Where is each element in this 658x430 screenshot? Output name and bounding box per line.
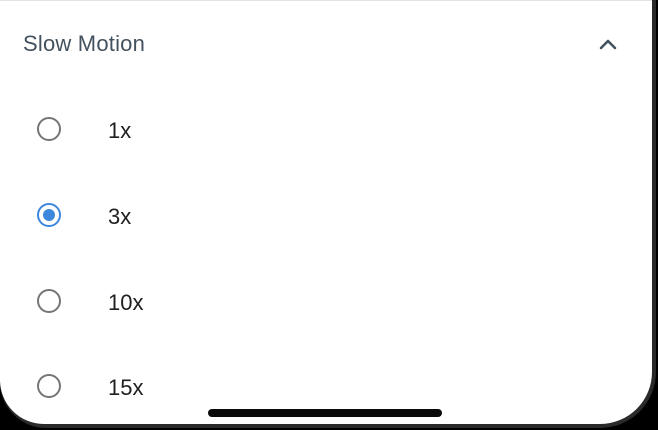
screen: Slow Motion 1x 3x 10x 15x xyxy=(0,0,652,424)
top-divider xyxy=(0,0,652,1)
option-label: 3x xyxy=(108,204,132,229)
radio-button[interactable] xyxy=(37,289,61,313)
radio-button[interactable] xyxy=(37,374,61,398)
option-1x[interactable]: 1x xyxy=(0,101,652,161)
radio-button[interactable] xyxy=(37,117,61,141)
option-15x[interactable]: 15x xyxy=(0,358,652,418)
option-3x[interactable]: 3x xyxy=(0,187,652,247)
home-indicator[interactable] xyxy=(208,409,442,417)
collapse-toggle-button[interactable] xyxy=(590,30,626,60)
option-label: 1x xyxy=(108,118,132,143)
option-10x[interactable]: 10x xyxy=(0,273,652,333)
option-label: 10x xyxy=(108,290,144,315)
radio-button-selected[interactable] xyxy=(37,203,61,227)
chevron-up-icon xyxy=(599,39,617,50)
option-label: 15x xyxy=(108,375,144,400)
section-title: Slow Motion xyxy=(23,31,146,56)
slow-motion-section-header[interactable]: Slow Motion xyxy=(0,18,652,72)
